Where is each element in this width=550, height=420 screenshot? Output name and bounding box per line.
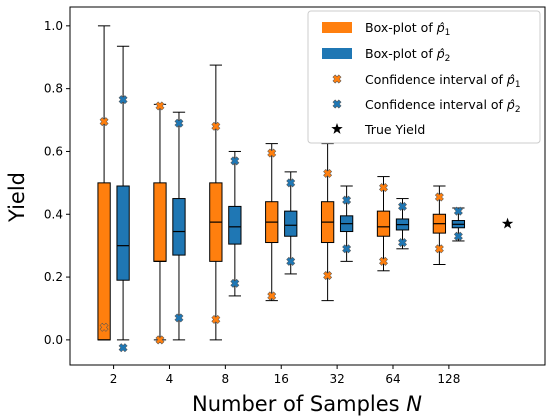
box-body [153,182,167,262]
ci-marker-low [286,256,296,266]
box-2-64 [395,198,410,250]
legend-label-true-yield: True Yield [364,122,425,137]
ci-marker-high [267,148,277,158]
legend-star [331,123,343,134]
ci-marker-low [230,278,240,288]
box-body [284,210,298,237]
ci-marker-low [342,244,352,254]
ci-marker-high [342,195,352,205]
ci-marker-low [211,315,221,324]
ci-marker-high [118,95,128,105]
ci-marker-low [174,313,184,323]
ci-marker-low [453,231,463,241]
ci-marker-high [379,183,388,193]
plot-frame [69,6,546,366]
box-body [228,205,242,245]
box-body [376,210,391,237]
box-1-4 [153,103,167,341]
x-tick-label: 16 [274,372,289,386]
y-tick-label: 0.6 [44,144,63,158]
box-1-64 [376,176,391,272]
ci-marker-low [434,244,444,254]
x-axis-title: Number of Samples N [192,392,422,416]
true-yield-star [501,217,514,229]
ci-marker-high [286,178,296,188]
legend-label-box-1: Box-plot of p̂1 [365,20,450,38]
box-1-128 [432,185,447,266]
ci-marker-high [453,206,463,216]
box-2-8 [228,150,242,297]
legend-label-box-2: Box-plot of p̂2 [365,46,450,64]
ci-marker-high [323,168,333,178]
ci-marker-low [118,343,128,353]
ci-marker-high [174,118,184,128]
legend-swatch-1 [322,22,352,33]
x-tick-label: 64 [385,372,400,386]
legend-frame [307,10,541,144]
ci-marker-low [398,238,407,247]
x-tick-label: 32 [329,372,344,386]
ci-marker-low [267,291,277,301]
box-2-4 [172,111,186,341]
box-2-16 [284,171,298,275]
y-tick-label: 0.2 [44,270,63,284]
legend: Box-plot of p̂1 Box-plot of p̂2 Confidence… [307,10,541,144]
y-tick-label: 0.0 [44,333,63,347]
ci-marker-high [434,192,444,202]
y-tick-label: 1.0 [44,19,63,33]
legend-ci-marker-2 [332,99,342,109]
ci-marker-high [155,101,165,111]
y-tick-label: 0.8 [44,82,63,96]
x-tick-label: 128 [437,372,460,386]
ci-marker-low [323,271,333,280]
ci-marker-high [398,201,407,211]
ci-marker-high [230,156,240,166]
ci-marker-high [211,121,221,131]
box-1-8 [209,64,223,341]
box-2-32 [339,185,354,262]
legend-ci-marker-1 [332,74,342,84]
box-body [172,198,186,256]
legend-swatch-2 [322,48,352,59]
x-tick-label: 2 [110,372,118,386]
x-tick-label: 4 [166,372,174,386]
y-axis-title: Yield [5,172,29,223]
box-body [116,185,130,281]
box-1-2 [97,25,111,341]
legend-label-ci-2: Confidence interval of p̂2 [365,97,521,115]
legend-label-ci-1: Confidence interval of p̂1 [365,72,521,90]
ci-marker-low [155,335,165,345]
ci-marker-low [379,256,388,266]
box-body [97,182,111,341]
box-2-2 [116,45,130,341]
x-tick-label: 8 [222,372,230,386]
box-1-16 [265,143,279,302]
ci-marker-low [99,322,109,332]
ci-marker-high [99,117,109,127]
y-tick-label: 0.4 [44,207,63,221]
